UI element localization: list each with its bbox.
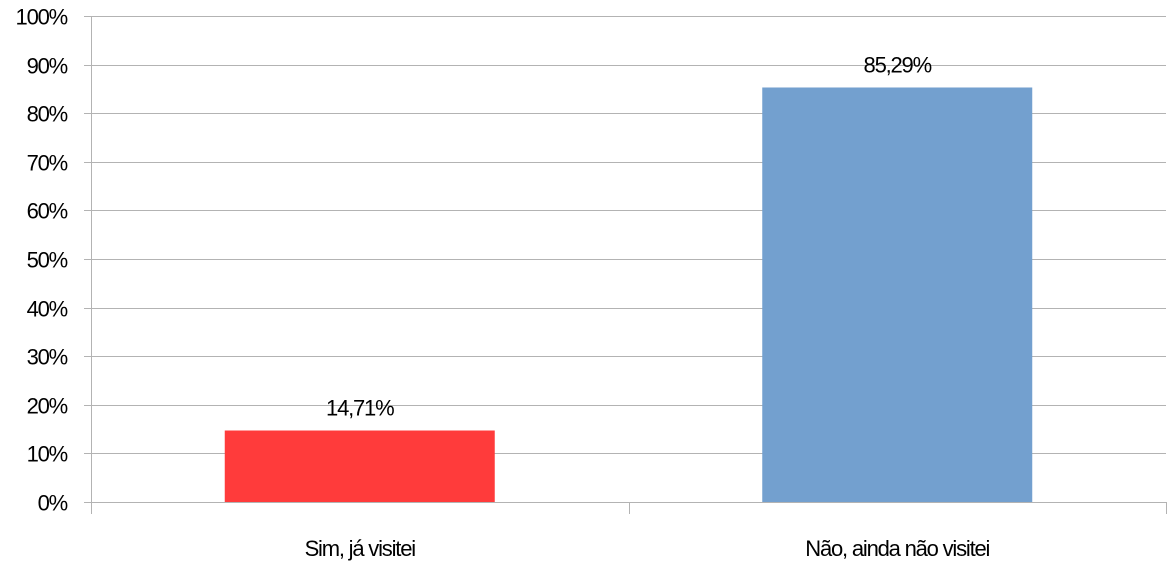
x-category-label: Não, ainda não visitei	[805, 536, 989, 561]
y-tick-label: 0%	[38, 491, 68, 516]
x-category-label: Sim, já visitei	[305, 536, 416, 561]
axes	[84, 16, 1167, 514]
y-tick-label: 70%	[27, 151, 68, 176]
y-tick-label: 90%	[27, 54, 68, 79]
bar	[224, 430, 495, 502]
y-tick-label: 60%	[27, 199, 68, 224]
y-tick-label: 100%	[16, 5, 68, 30]
data-label: 85,29%	[864, 52, 932, 77]
gridlines	[91, 16, 1166, 454]
labels: 0% 10% 20% 30% 40% 50% 60% 70% 80% 90% 100% 14,71% S…	[16, 5, 991, 562]
bar	[762, 87, 1033, 502]
y-tick-label: 10%	[27, 442, 68, 467]
data-label: 14,71%	[326, 396, 394, 421]
y-tick-label: 80%	[27, 102, 68, 127]
y-tick-label: 40%	[27, 297, 68, 322]
y-tick-label: 30%	[27, 345, 68, 370]
bars	[224, 87, 1033, 502]
y-tick-label: 50%	[27, 248, 68, 273]
y-tick-label: 20%	[27, 394, 68, 419]
